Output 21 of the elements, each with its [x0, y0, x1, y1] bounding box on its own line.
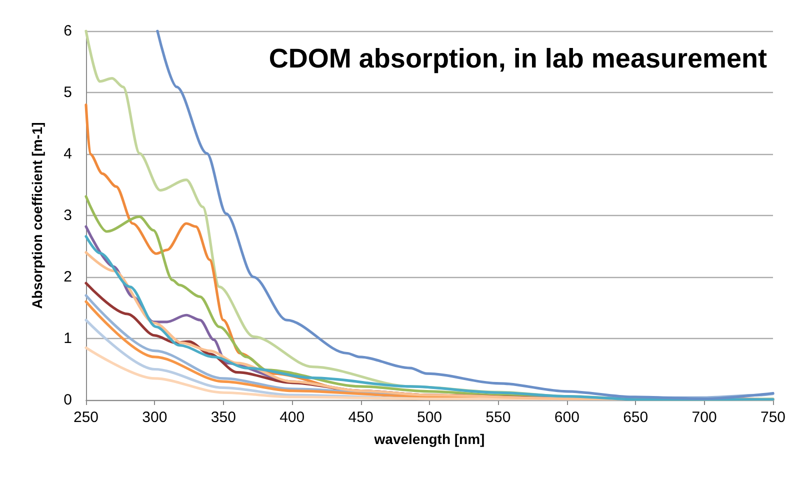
x-tick-label: 650: [623, 409, 648, 426]
x-tick-label: 700: [692, 409, 717, 426]
x-tick-label: 300: [142, 409, 168, 426]
x-axis-title: wavelength [nm]: [373, 431, 485, 447]
y-tick-label: 5: [64, 84, 72, 101]
x-tick-label: 450: [348, 409, 374, 426]
x-tick-label: 750: [760, 409, 786, 426]
x-tick-label: 400: [280, 409, 305, 426]
y-tick-label: 3: [64, 207, 72, 224]
y-tick-label: 0: [64, 392, 72, 408]
y-axis-title: Absorption coefficient [m-1]: [29, 122, 45, 309]
x-tick-label: 350: [210, 409, 236, 426]
text: CDOM absorption, in lab measurement: [268, 44, 768, 74]
y-tick-label: 6: [64, 22, 72, 40]
y-tick-label: 4: [64, 146, 72, 162]
x-tick-label: 250: [73, 409, 99, 426]
x-tick-label: 600: [554, 409, 580, 426]
x-tick-label: 500: [416, 409, 442, 426]
y-tick-label: 2: [64, 268, 72, 286]
x-tick-label: 550: [486, 409, 511, 426]
y-tick-label: 1: [64, 330, 72, 347]
